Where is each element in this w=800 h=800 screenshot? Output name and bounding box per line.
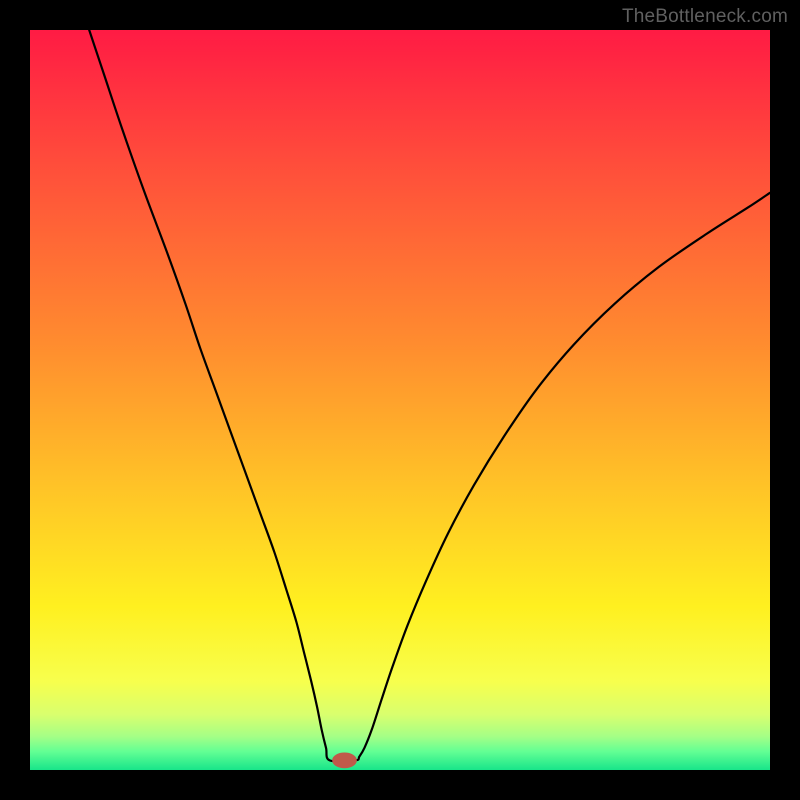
chart-container: TheBottleneck.com	[0, 0, 800, 800]
minimum-marker	[333, 753, 357, 768]
plot-background	[30, 30, 770, 770]
bottleneck-curve-chart	[0, 0, 800, 800]
watermark-text: TheBottleneck.com	[622, 6, 788, 28]
